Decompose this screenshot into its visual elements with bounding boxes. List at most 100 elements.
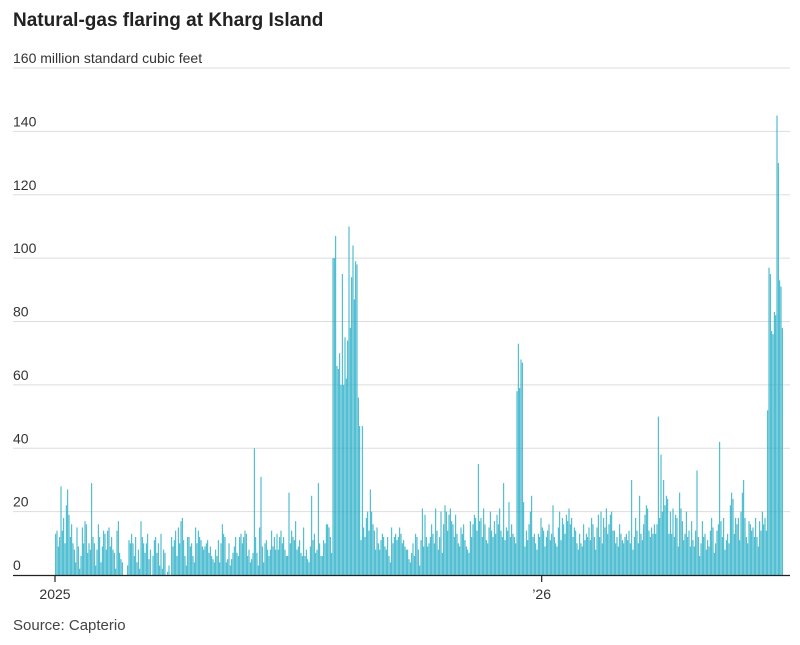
bar — [235, 536, 237, 575]
bar — [617, 546, 619, 575]
bar — [355, 261, 357, 575]
bar — [559, 511, 561, 576]
bar — [236, 552, 238, 575]
bar — [207, 540, 209, 575]
bar — [239, 536, 241, 575]
bar — [385, 549, 387, 575]
bar — [233, 546, 235, 575]
bar — [503, 483, 505, 575]
bar — [265, 540, 267, 575]
bar — [576, 543, 578, 575]
bar — [361, 426, 363, 575]
bar — [553, 536, 555, 575]
bar — [128, 540, 130, 575]
source-note: Source: Capterio — [13, 617, 126, 634]
bar — [73, 549, 75, 575]
bar — [185, 565, 187, 575]
bar — [695, 530, 697, 575]
bar — [536, 549, 538, 575]
bar — [105, 549, 107, 575]
bar — [189, 546, 191, 575]
bar — [680, 508, 682, 575]
bar — [257, 565, 259, 575]
bar — [76, 527, 78, 575]
bar — [215, 549, 217, 575]
bar — [159, 565, 161, 575]
bar — [131, 533, 133, 575]
bar — [193, 562, 195, 575]
bar — [248, 549, 250, 575]
bar — [356, 264, 358, 575]
bar — [55, 533, 57, 575]
bar — [79, 568, 81, 575]
bar — [303, 527, 305, 575]
bar — [60, 486, 62, 575]
bar — [524, 546, 526, 575]
bar — [292, 536, 294, 575]
bar — [652, 533, 654, 575]
bar — [95, 565, 97, 575]
bar — [472, 524, 474, 575]
bar — [763, 524, 765, 575]
bar — [263, 562, 265, 575]
y-tick-label: 20 — [13, 494, 29, 510]
bar — [56, 530, 58, 575]
bar — [477, 464, 479, 575]
bar — [701, 521, 703, 575]
bar — [689, 546, 691, 575]
y-tick-label: 40 — [13, 430, 29, 446]
bar — [657, 416, 659, 575]
bar — [139, 568, 141, 575]
bar — [212, 559, 214, 575]
bar — [144, 552, 146, 575]
bar — [311, 495, 313, 575]
gridlines — [13, 67, 790, 513]
bar — [84, 521, 86, 575]
bar — [108, 527, 110, 575]
bar — [431, 524, 433, 575]
bar — [259, 527, 261, 575]
bar — [387, 536, 389, 575]
bar — [733, 533, 735, 575]
bar — [388, 555, 390, 575]
bar — [496, 514, 498, 575]
bar — [156, 552, 158, 575]
bar — [368, 530, 370, 575]
bar — [776, 115, 778, 575]
bar — [91, 483, 93, 575]
bar — [533, 533, 535, 575]
bar — [227, 559, 229, 575]
bar — [515, 543, 517, 575]
bar — [384, 546, 386, 575]
bar — [521, 362, 523, 575]
bar — [275, 549, 277, 575]
bar — [267, 549, 269, 575]
bar — [667, 498, 669, 575]
bar — [597, 514, 599, 575]
bar — [465, 546, 467, 575]
bar — [344, 337, 346, 575]
bar — [631, 479, 633, 575]
bar — [59, 536, 61, 575]
bar — [572, 536, 574, 575]
bar — [279, 536, 281, 575]
bar — [739, 540, 741, 575]
bar — [229, 565, 231, 575]
bar — [691, 521, 693, 575]
bar — [345, 378, 347, 575]
bar — [564, 533, 566, 575]
bar — [280, 530, 282, 575]
bar — [605, 508, 607, 575]
bar — [639, 495, 641, 575]
bar — [203, 549, 205, 575]
bar — [532, 536, 534, 575]
bar — [277, 549, 279, 575]
bar — [260, 476, 262, 575]
bar — [655, 533, 657, 575]
bar — [412, 543, 414, 575]
bar — [208, 552, 210, 575]
bar — [436, 530, 438, 575]
bar — [224, 536, 226, 575]
bar — [428, 543, 430, 575]
bar — [61, 530, 63, 575]
